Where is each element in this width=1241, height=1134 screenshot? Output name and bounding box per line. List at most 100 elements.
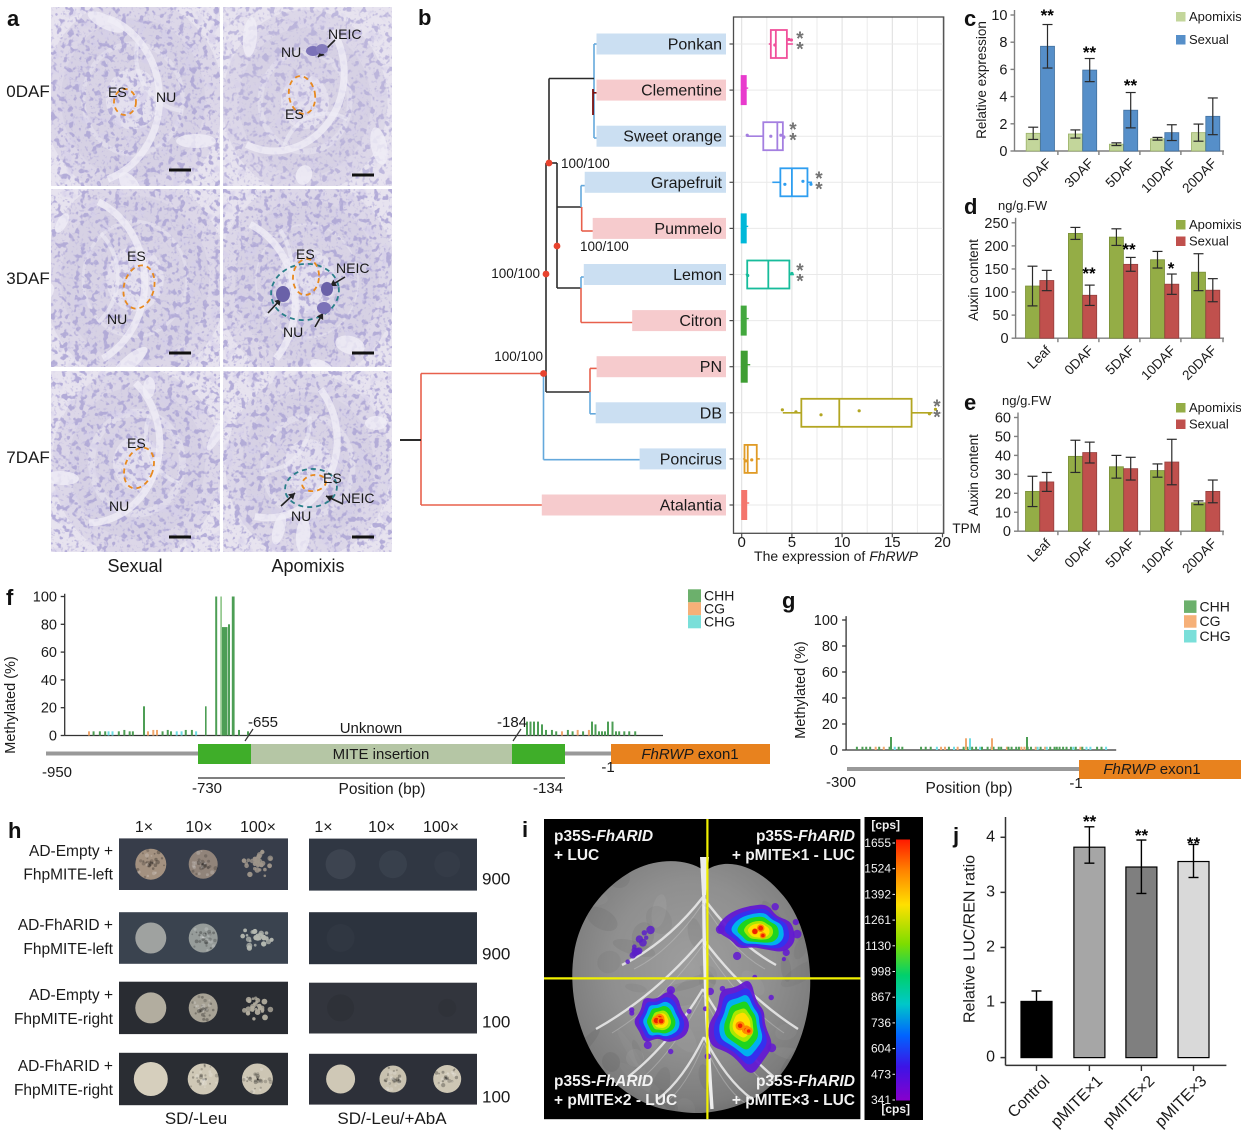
svg-text:Atalantia: Atalantia <box>660 498 722 515</box>
svg-text:SD/-Leu/+AbA: SD/-Leu/+AbA <box>337 1109 447 1128</box>
svg-text:**: ** <box>1083 815 1097 831</box>
svg-text:100×: 100× <box>423 819 459 836</box>
svg-text:PN: PN <box>700 359 722 376</box>
svg-text:FhpMITE-left: FhpMITE-left <box>23 941 113 958</box>
svg-text:+ pMITE×3 - LUC: + pMITE×3 - LUC <box>732 1092 855 1109</box>
svg-text:**: ** <box>1082 264 1096 283</box>
svg-text:ES: ES <box>108 84 127 100</box>
svg-text:d: d <box>964 194 977 219</box>
svg-text:473: 473 <box>871 1067 891 1081</box>
svg-text:20: 20 <box>41 701 57 717</box>
svg-text:-300: -300 <box>826 774 856 791</box>
svg-text:Apomixis: Apomixis <box>271 556 344 576</box>
svg-text:60: 60 <box>41 645 57 661</box>
svg-text:FhpMITE-right: FhpMITE-right <box>14 1082 114 1099</box>
svg-text:736: 736 <box>871 1016 891 1030</box>
svg-text:150: 150 <box>984 262 1008 278</box>
svg-text:Lemon: Lemon <box>673 267 722 284</box>
svg-text:5DAF: 5DAF <box>1103 536 1138 571</box>
svg-text:900: 900 <box>482 945 510 964</box>
svg-text:1×: 1× <box>135 819 153 836</box>
svg-text:NEIC: NEIC <box>336 260 369 276</box>
svg-text:CHH: CHH <box>1200 598 1230 614</box>
svg-text:100: 100 <box>482 1088 510 1107</box>
svg-text:*: * <box>933 408 941 429</box>
svg-text:4: 4 <box>986 828 995 845</box>
svg-text:*: * <box>815 180 823 201</box>
svg-text:pMITE×3: pMITE×3 <box>1152 1073 1210 1131</box>
svg-text:0: 0 <box>999 144 1007 160</box>
svg-text:Methylated (%): Methylated (%) <box>3 656 19 754</box>
svg-text:Unknown: Unknown <box>340 720 403 737</box>
svg-text:3: 3 <box>986 883 995 900</box>
svg-text:1655: 1655 <box>864 836 891 850</box>
svg-text:c: c <box>964 6 976 31</box>
svg-text:ng/g.FW: ng/g.FW <box>1002 393 1052 408</box>
svg-text:100/100: 100/100 <box>491 266 540 281</box>
svg-text:j: j <box>952 823 959 848</box>
svg-text:**: ** <box>1135 826 1149 845</box>
svg-text:1261: 1261 <box>864 913 891 927</box>
svg-text:FhRWP exon1: FhRWP exon1 <box>641 746 738 763</box>
svg-text:-730: -730 <box>192 780 222 797</box>
svg-text:20DAF: 20DAF <box>1179 536 1219 576</box>
svg-text:0DAF: 0DAF <box>1062 343 1097 378</box>
svg-text:Apomixis: Apomixis <box>1189 9 1241 24</box>
svg-text:FhRWP exon1: FhRWP exon1 <box>1103 761 1200 778</box>
svg-text:-655: -655 <box>248 714 278 731</box>
svg-text:0DAF: 0DAF <box>6 82 49 101</box>
svg-text:AD-Empty +: AD-Empty + <box>29 843 113 860</box>
svg-text:15: 15 <box>884 534 901 551</box>
svg-text:2: 2 <box>986 938 995 955</box>
svg-text:0DAF: 0DAF <box>1062 536 1097 571</box>
svg-text:2: 2 <box>999 117 1007 133</box>
svg-text:FhpMITE-right: FhpMITE-right <box>14 1011 114 1028</box>
svg-text:10×: 10× <box>185 819 212 836</box>
svg-text:20: 20 <box>822 717 838 733</box>
svg-text:5DAF: 5DAF <box>1103 343 1138 378</box>
svg-text:100/100: 100/100 <box>494 349 543 364</box>
svg-text:0: 0 <box>738 534 746 551</box>
svg-text:p35S-FhARID: p35S-FhARID <box>554 1073 653 1090</box>
svg-text:20DAF: 20DAF <box>1179 343 1219 383</box>
svg-text:ES: ES <box>323 470 342 486</box>
svg-text:The expression of FhRWP: The expression of FhRWP <box>754 548 919 564</box>
svg-text:*: * <box>796 261 804 282</box>
svg-text:*: * <box>933 397 941 418</box>
svg-text:CHH: CHH <box>704 588 734 604</box>
svg-text:30: 30 <box>995 467 1011 483</box>
svg-text:100: 100 <box>482 1013 510 1032</box>
svg-text:Auxin content: Auxin content <box>966 239 981 321</box>
svg-text:e: e <box>964 390 976 415</box>
svg-text:Apomixis: Apomixis <box>1189 400 1241 415</box>
svg-text:10DAF: 10DAF <box>1138 343 1178 383</box>
svg-text:100: 100 <box>33 590 57 606</box>
svg-text:p35S-FhARID: p35S-FhARID <box>756 1073 855 1090</box>
svg-text:CHG: CHG <box>1200 628 1231 644</box>
svg-text:6: 6 <box>999 62 1007 78</box>
svg-text:10: 10 <box>995 505 1011 521</box>
svg-text:CG: CG <box>1200 613 1221 629</box>
svg-text:Grapefruit: Grapefruit <box>651 175 723 192</box>
svg-text:10×: 10× <box>368 819 395 836</box>
svg-text:[cps]: [cps] <box>881 1102 910 1116</box>
svg-text:604: 604 <box>871 1042 891 1056</box>
svg-text:AD-FhARID +: AD-FhARID + <box>18 1058 113 1075</box>
svg-text:Relative LUC/REN ratio: Relative LUC/REN ratio <box>962 855 979 1023</box>
svg-text:Clementine: Clementine <box>641 83 722 100</box>
svg-text:Sexual: Sexual <box>1189 234 1229 249</box>
svg-text:f: f <box>6 585 14 610</box>
svg-text:*: * <box>789 131 797 152</box>
svg-text:**: ** <box>1124 76 1138 95</box>
svg-text:Auxin content: Auxin content <box>966 434 981 516</box>
svg-text:8: 8 <box>999 35 1007 51</box>
svg-text:Position (bp): Position (bp) <box>925 780 1012 797</box>
svg-text:100/100: 100/100 <box>580 239 629 254</box>
svg-text:ES: ES <box>296 246 315 262</box>
svg-text:**: ** <box>1041 6 1055 25</box>
svg-text:**: ** <box>1187 834 1201 853</box>
svg-text:-1: -1 <box>601 759 614 776</box>
svg-text:*: * <box>796 40 804 61</box>
svg-text:200: 200 <box>984 239 1008 255</box>
svg-text:60: 60 <box>995 411 1011 427</box>
